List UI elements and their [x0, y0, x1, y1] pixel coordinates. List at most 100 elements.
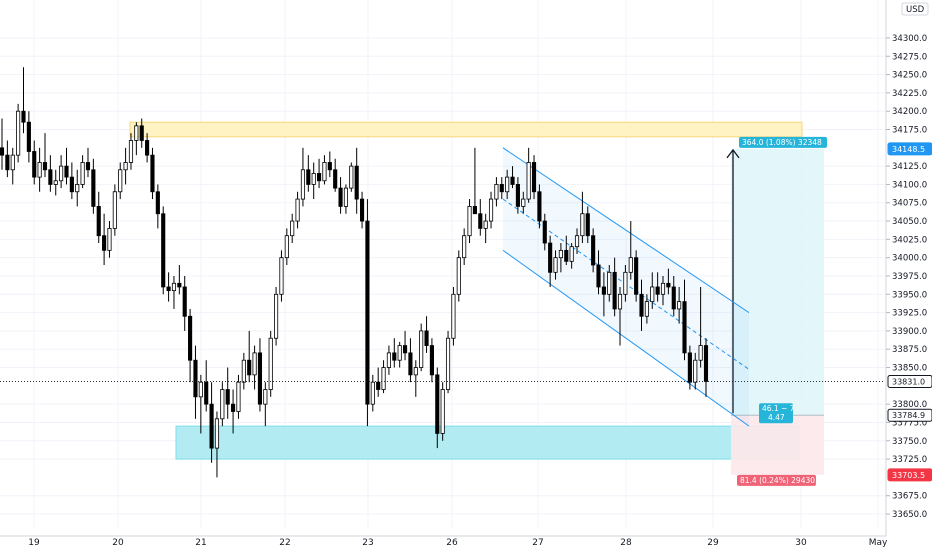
candle-body: [548, 242, 553, 273]
price-badge-bg: [887, 374, 932, 388]
arrow-head: [726, 148, 740, 159]
candle-body: [370, 381, 375, 405]
candle-body: [188, 315, 193, 361]
candle-body: [359, 198, 365, 222]
candle: [107, 221, 112, 258]
candle-body: [171, 282, 177, 292]
candle: [429, 338, 434, 383]
candle-body: [128, 140, 134, 163]
candle-body: [510, 176, 515, 185]
price-tick-label: 33950.0: [892, 290, 927, 300]
date-label: 29: [707, 538, 719, 548]
candle-body: [343, 187, 349, 207]
candle: [80, 155, 85, 189]
candle-body: [365, 220, 370, 405]
candle: [596, 250, 601, 295]
candle-body: [617, 293, 623, 310]
candle: [252, 345, 257, 390]
time-axis[interactable]: 19 20 21 22 23 26 27 28 29 30 May: [0, 535, 888, 548]
candle-body: [209, 403, 214, 449]
candle: [112, 184, 117, 236]
candle: [591, 228, 596, 273]
candle-body: [671, 286, 676, 310]
channel-upper-line[interactable]: [502, 147, 750, 314]
candle: [21, 67, 26, 134]
candle-body: [703, 345, 709, 382]
candle-body: [462, 235, 467, 259]
long-position-tool[interactable]: 364.0 (1.08%) 32348 81.4 (0.24%) 29430.2 4…: [726, 136, 827, 486]
price-tick-label: 34100.0: [892, 180, 927, 190]
candle: [359, 191, 365, 229]
price-axis[interactable]: 34300.0 34275.0 34250.0 34225.0 34200.0 34175…: [885, 0, 927, 536]
date-label: 22: [279, 538, 290, 548]
price-tick-label: 33725.0: [892, 455, 927, 465]
candle-body: [402, 345, 408, 354]
ratio-label-line1: 46.1 ~ 7: [762, 404, 795, 413]
date-label: 27: [532, 538, 543, 548]
price-tick-label: 34275.0: [892, 52, 927, 62]
candle-body: [698, 345, 703, 361]
candle: [440, 382, 445, 441]
candle: [402, 330, 408, 361]
candle: [456, 250, 461, 302]
candle: [499, 177, 504, 200]
candle-body: [623, 271, 628, 295]
candle: [134, 122, 139, 156]
candle-body: [574, 235, 580, 248]
price-badge-label: 34148.5: [892, 145, 925, 154]
candle: [488, 191, 494, 229]
candle-body: [650, 286, 655, 303]
candle-body: [333, 169, 338, 189]
candle: [526, 147, 531, 203]
currency-label[interactable]: USD: [906, 5, 925, 15]
candle: [241, 352, 246, 390]
candle: [574, 228, 580, 255]
candle: [660, 275, 666, 306]
candle: [569, 243, 574, 269]
price-tick-label: 34300.0: [892, 34, 927, 44]
candle: [102, 213, 107, 265]
channel-lower-line[interactable]: [502, 249, 750, 427]
currency-selector[interactable]: USD: [901, 2, 929, 16]
candle-body: [526, 162, 531, 200]
candle: [338, 177, 343, 214]
candle: [698, 286, 703, 368]
candle: [32, 140, 37, 185]
candle-body: [225, 389, 230, 405]
candle-body: [279, 257, 284, 295]
candle: [548, 235, 553, 287]
candle: [628, 221, 633, 280]
candle-body: [435, 374, 440, 434]
candle-body: [456, 257, 461, 295]
currency-box[interactable]: [901, 2, 929, 16]
candle-body: [693, 359, 698, 383]
candle-body: [134, 125, 139, 141]
candle: [343, 184, 349, 214]
candle-body: [311, 173, 316, 185]
candle: [150, 147, 155, 200]
candle: [257, 338, 263, 412]
candle: [531, 155, 537, 200]
target-zone: [731, 148, 824, 416]
target-label: 364.0 (1.08%) 32348: [742, 138, 822, 147]
price-badge-label: 33784.9: [892, 411, 925, 420]
candle: [333, 158, 338, 192]
candle-body: [26, 121, 31, 152]
candle: [354, 147, 359, 214]
candle: [311, 162, 316, 200]
candle-body: [419, 330, 424, 368]
date-label: 21: [195, 538, 206, 548]
candle-body: [53, 180, 58, 185]
candle: [408, 338, 413, 383]
candle-body: [48, 169, 53, 185]
price-tick-label: 33900.0: [892, 327, 927, 337]
candle: [177, 265, 182, 295]
candle-body: [505, 176, 510, 193]
candle: [564, 235, 569, 265]
candle-body: [386, 352, 391, 368]
candle-body: [69, 176, 74, 193]
candle: [263, 382, 268, 427]
candle: [634, 250, 639, 302]
candle: [10, 147, 15, 185]
